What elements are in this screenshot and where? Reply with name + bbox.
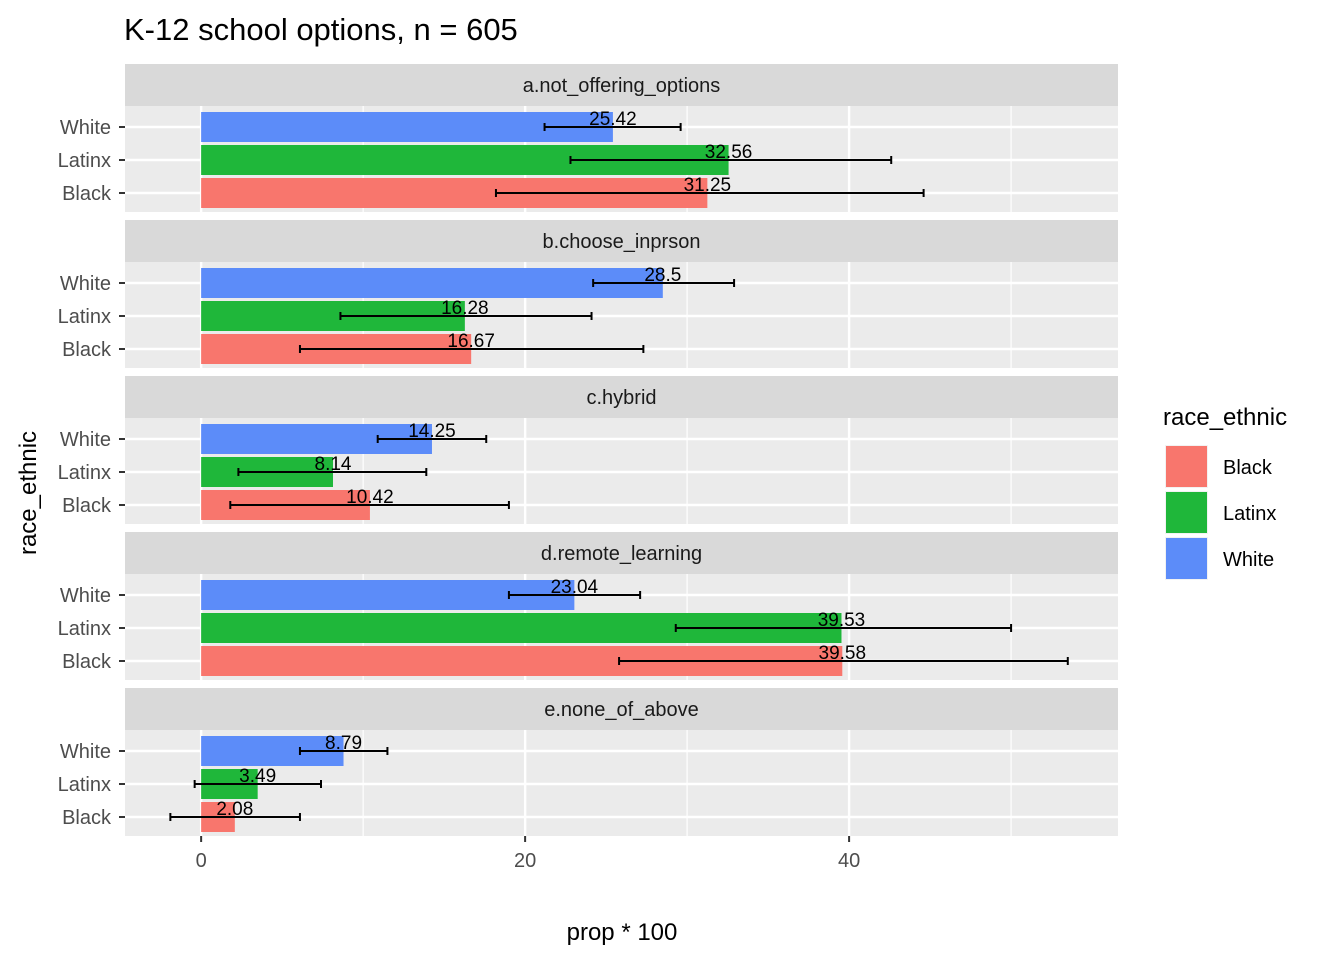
- legend-label-latinx: Latinx: [1223, 503, 1276, 525]
- facet-2: c.hybrid White Latinx Black 14.25 8.14 10.42: [58, 376, 1118, 524]
- x-tick-label: 20: [514, 850, 536, 872]
- data-label: 10.42: [346, 487, 394, 508]
- y-tick-label: Black: [62, 339, 112, 361]
- legend-key-white: [1166, 538, 1207, 579]
- legend-items: Black Latinx White: [1165, 445, 1276, 580]
- y-tick-label: Black: [62, 807, 112, 829]
- facet-0: a.not_offering_options White Latinx Black 25…: [58, 64, 1118, 212]
- facet-strip-label: b.choose_inprson: [543, 231, 701, 253]
- legend-key-black: [1166, 446, 1207, 487]
- legend-title: race_ethnic: [1163, 404, 1287, 431]
- data-label: 23.04: [551, 577, 599, 598]
- y-tick-label: Latinx: [58, 462, 111, 484]
- data-label: 25.42: [589, 109, 637, 130]
- bar-white: [201, 268, 663, 298]
- y-tick-label: White: [60, 273, 111, 295]
- x-axis: 0 20 40: [196, 836, 860, 872]
- facet-strip: [125, 532, 1118, 574]
- facet-1: b.choose_inprson White Latinx Black 28.5 16.2…: [58, 220, 1118, 368]
- facet-3: d.remote_learning White Latinx Black 23.04 39…: [58, 532, 1118, 680]
- y-tick-label: White: [60, 117, 111, 139]
- x-axis-title: prop * 100: [567, 919, 678, 946]
- legend-label-black: Black: [1223, 457, 1273, 479]
- data-label: 14.25: [408, 421, 456, 442]
- legend-label-white: White: [1223, 549, 1274, 571]
- y-tick-label: Latinx: [58, 774, 111, 796]
- facet-strip-label: c.hybrid: [586, 387, 656, 409]
- data-label: 39.53: [818, 610, 866, 631]
- y-tick-label: Black: [62, 495, 112, 517]
- data-label: 8.79: [325, 733, 362, 754]
- x-tick-label: 0: [196, 850, 207, 872]
- data-label: 3.49: [239, 766, 276, 787]
- facet-strip-label: a.not_offering_options: [523, 75, 721, 97]
- facet-strip-label: d.remote_learning: [541, 543, 702, 565]
- y-tick-label: White: [60, 585, 111, 607]
- legend-key-latinx: [1166, 492, 1207, 533]
- facet-strip: [125, 64, 1118, 106]
- y-tick-label: Latinx: [58, 306, 111, 328]
- facet-4: e.none_of_above White Latinx Black 8.79 3.49 2…: [58, 688, 1118, 836]
- y-tick-label: White: [60, 741, 111, 763]
- data-label: 39.58: [819, 643, 867, 664]
- chart-title: K-12 school options, n = 605: [124, 12, 518, 47]
- data-label: 16.28: [441, 298, 489, 319]
- data-label: 16.67: [447, 331, 495, 352]
- y-tick-label: Latinx: [58, 150, 111, 172]
- data-label: 32.56: [705, 142, 753, 163]
- data-label: 8.14: [315, 454, 352, 475]
- facet-strip-label: e.none_of_above: [544, 699, 699, 721]
- y-axis-title: race_ethnic: [15, 431, 42, 555]
- facet-strip: [125, 376, 1118, 418]
- y-tick-label: Black: [62, 183, 112, 205]
- y-tick-label: Black: [62, 651, 112, 673]
- facet-strip: [125, 688, 1118, 730]
- x-tick-label: 40: [838, 850, 860, 872]
- data-label: 2.08: [216, 799, 253, 820]
- data-label: 31.25: [684, 175, 732, 196]
- y-tick-label: Latinx: [58, 618, 111, 640]
- facet-strip: [125, 220, 1118, 262]
- facet-panels: a.not_offering_options White Latinx Black 25…: [58, 64, 1118, 836]
- legend: race_ethnic Black Latinx White: [1163, 404, 1287, 580]
- y-tick-label: White: [60, 429, 111, 451]
- data-label: 28.5: [644, 265, 681, 286]
